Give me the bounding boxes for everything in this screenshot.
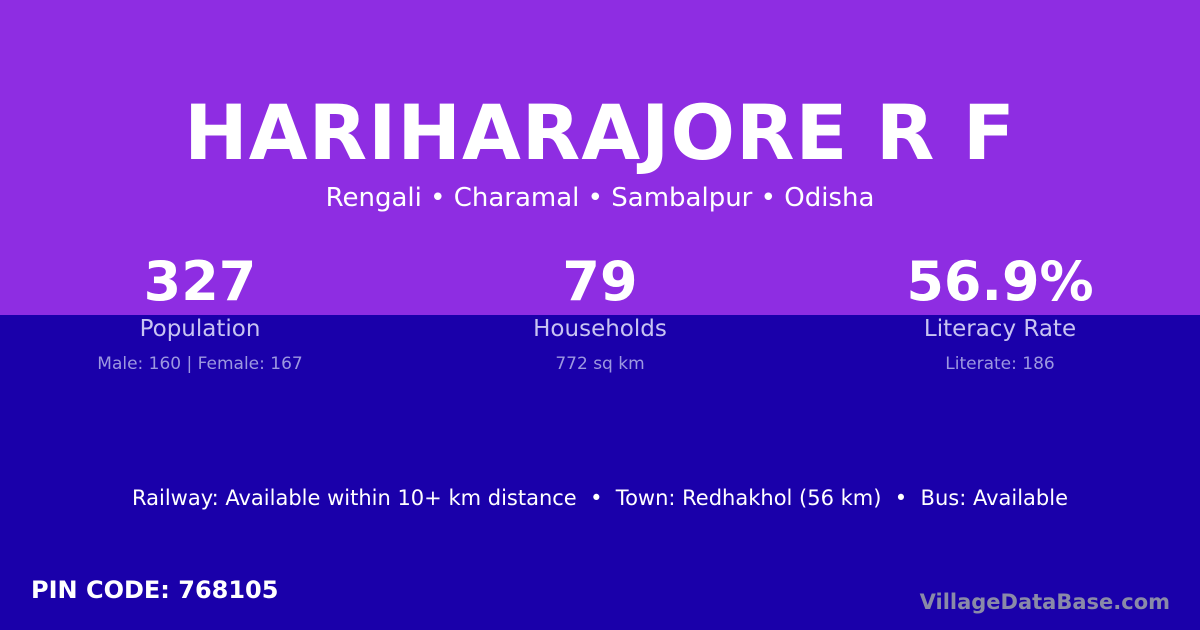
connectivity-info: Railway: Available within 10+ km distanc… (131, 486, 1069, 510)
stat-value: 327 (143, 250, 257, 313)
stat-detail: Male: 160 | Female: 167 (97, 354, 303, 374)
stat-detail: 772 sq km (555, 354, 645, 374)
stat-label: Literacy Rate (923, 316, 1077, 342)
pin-code: PIN CODE: 768105 (31, 576, 279, 604)
village-title: HARIHARAJORE R F (184, 88, 1016, 177)
stat-label: Households (533, 316, 667, 342)
stat-value: 79 (562, 250, 638, 313)
stat-label: Population (139, 316, 261, 342)
body-band (0, 315, 1200, 630)
stat-value: 56.9% (906, 250, 1094, 313)
stat-detail: Literate: 186 (945, 354, 1055, 374)
header-band (0, 0, 1200, 315)
brand-watermark: VillageDataBase.com (919, 590, 1170, 614)
location-breadcrumb: Rengali • Charamal • Sambalpur • Odisha (325, 183, 875, 213)
